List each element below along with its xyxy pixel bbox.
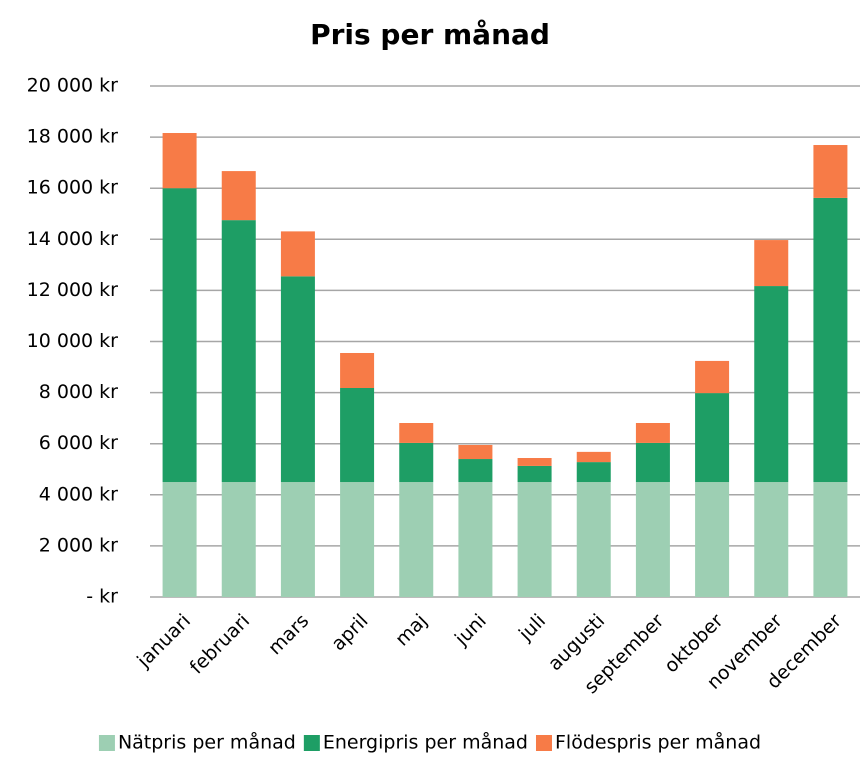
y-tick-label: 8 000 kr (39, 381, 118, 403)
bar-segment (517, 458, 552, 466)
bar-segment (458, 444, 493, 460)
legend-swatch (535, 735, 552, 751)
legend-swatch (303, 735, 320, 751)
bar-segment (221, 171, 256, 221)
bar-segment (458, 459, 493, 483)
y-tick-label: 6 000 kr (39, 432, 118, 454)
bar-segment (399, 482, 434, 597)
bar-segment (162, 133, 197, 189)
bar-segment (162, 482, 197, 597)
y-tick-label: 10 000 kr (27, 330, 119, 352)
x-tick-label: april (327, 610, 372, 655)
x-tick-label: mars (264, 610, 313, 659)
bar-segment (221, 220, 256, 483)
y-tick-label: 4 000 kr (39, 483, 118, 505)
chart-title: Pris per månad (310, 18, 550, 51)
bar-segment (280, 276, 315, 483)
bar-segment (635, 423, 670, 443)
y-tick-label: 20 000 kr (27, 75, 119, 97)
bar-segment (635, 482, 670, 597)
bar-segment (754, 286, 789, 483)
y-tick-label: 2 000 kr (39, 534, 118, 556)
legend-label: Flödespris per månad (555, 731, 761, 754)
bar-segment (280, 482, 315, 597)
bar-segment (340, 482, 375, 597)
y-tick-label: 16 000 kr (27, 177, 119, 199)
bar-segment (813, 482, 848, 597)
legend: Nätpris per månad Energipris per månad Flö… (98, 731, 761, 754)
legend-label: Nätpris per månad (118, 731, 296, 754)
y-tick-label: 18 000 kr (27, 126, 119, 148)
bar-segment (695, 360, 730, 394)
y-tick-label: 14 000 kr (27, 228, 119, 250)
x-tick-label: maj (391, 610, 432, 651)
y-tick-label: - kr (86, 586, 118, 608)
legend-swatch (98, 735, 115, 751)
legend-label: Energipris per månad (323, 731, 528, 754)
bar-segment (576, 462, 611, 483)
bar-segment (576, 451, 611, 463)
bar-segment (399, 442, 434, 483)
bar-segment (576, 482, 611, 597)
x-tick-label: februari (186, 610, 255, 679)
x-tick-label: juli (514, 610, 550, 646)
bar-segment (695, 393, 730, 483)
bar-segment (813, 197, 848, 483)
y-tick-label: 12 000 kr (27, 279, 119, 301)
bar-segment (635, 442, 670, 483)
bar-segment (813, 145, 848, 198)
bar-segment (399, 423, 434, 443)
bar-segment (162, 188, 197, 483)
bar-segment (517, 482, 552, 597)
x-tick-label: juni (450, 610, 491, 651)
bar-segment (754, 482, 789, 597)
bar-segment (280, 231, 315, 277)
bar-segment (517, 465, 552, 483)
bar-segment (340, 388, 375, 483)
bar-segment (340, 352, 375, 389)
bar-segment (221, 482, 256, 597)
bar-segment (458, 482, 493, 597)
bar-segment (754, 240, 789, 287)
bar-segment (695, 482, 730, 597)
